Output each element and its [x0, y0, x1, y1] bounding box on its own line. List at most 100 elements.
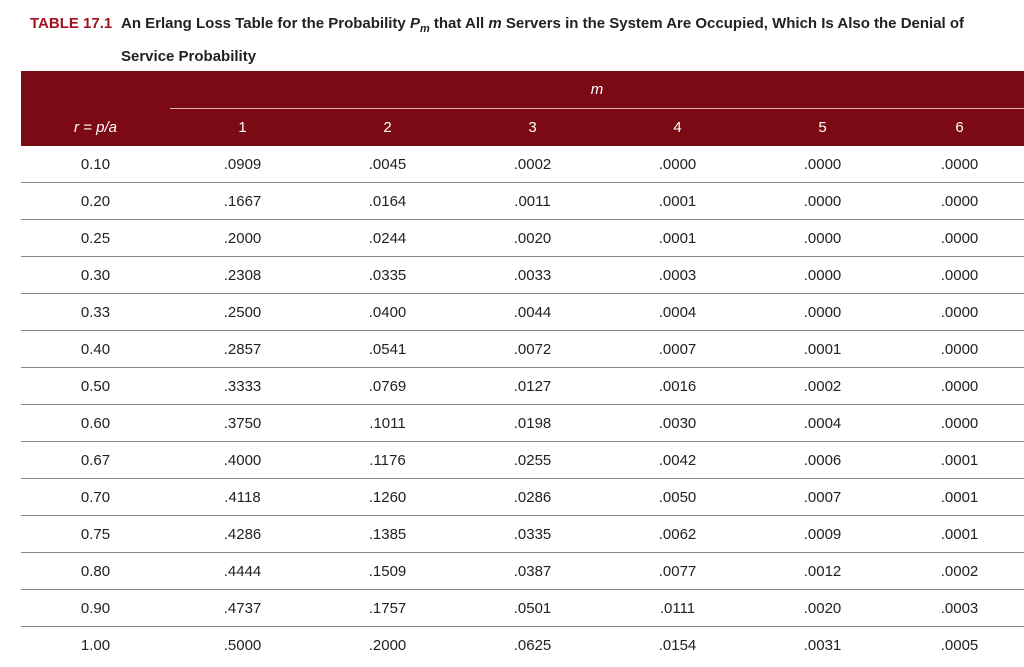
title-subscript: m	[419, 23, 430, 35]
row-header: r = p/a	[21, 108, 170, 146]
table-row: 0.20.1667.0164.0011.0001.0000.0000	[21, 182, 1024, 220]
table-cell: .0387	[460, 552, 605, 590]
table-cell: .2000	[368, 636, 407, 654]
table-cell: .0062	[605, 515, 750, 553]
group-header: m	[170, 71, 1024, 109]
table-cell: .4286	[170, 515, 315, 553]
table-cell: .1509	[315, 552, 460, 590]
row-label: 0.60	[21, 404, 170, 442]
table-row: 0.40.2857.0541.0072.0007.0001.0000	[21, 330, 1024, 368]
table-cell: .0005	[940, 636, 979, 654]
table-cell: .3333	[170, 367, 315, 405]
table-cell: .1385	[315, 515, 460, 553]
row-label: 0.80	[21, 552, 170, 590]
header-row: m	[21, 71, 1024, 109]
table-cell: .0011	[460, 182, 605, 220]
table-cell: .0002	[895, 552, 1024, 590]
table-cell: .0000	[605, 146, 750, 183]
table-cell: .0001	[895, 441, 1024, 479]
table-cell: .0244	[315, 219, 460, 257]
row-label: 1.00	[80, 636, 111, 654]
table-row: 0.10.0909.0045.0002.0000.0000.0000	[21, 146, 1024, 183]
table-cell: .0016	[605, 367, 750, 405]
table-row: 0.50.3333.0769.0127.0016.0002.0000	[21, 367, 1024, 405]
table-cell: .0000	[750, 146, 895, 183]
row-label: 0.33	[21, 293, 170, 331]
table-cell: .0004	[605, 293, 750, 331]
table-cell: .0286	[460, 478, 605, 516]
table-cell: .0127	[460, 367, 605, 405]
table-cell: .0164	[315, 182, 460, 220]
table-cell: .0002	[460, 146, 605, 183]
table-cell: .4737	[170, 589, 315, 627]
row-label: 0.90	[21, 589, 170, 627]
table-cell: .0044	[460, 293, 605, 331]
table-cell: .4444	[170, 552, 315, 590]
table-cell: .0000	[895, 404, 1024, 442]
table-cell: .0020	[750, 589, 895, 627]
table-body: 0.10.0909.0045.0002.0000.0000.0000 0.20.1…	[21, 146, 1024, 663]
table-cell: .4000	[170, 441, 315, 479]
table-row: 0.33.2500.0400.0044.0004.0000.0000	[21, 293, 1024, 331]
table-cell: .5000	[223, 636, 262, 654]
table-cell: .0000	[750, 293, 895, 331]
table-cell: .0050	[605, 478, 750, 516]
table-cell: .0001	[895, 478, 1024, 516]
title-symbol: m	[488, 15, 502, 32]
table-cell: .0400	[315, 293, 460, 331]
table-cell: .0541	[315, 330, 460, 368]
table-cell: .0000	[750, 219, 895, 257]
table-title: An Erlang Loss Table for the Probability…	[121, 10, 1020, 71]
table-cell: .3750	[170, 404, 315, 442]
table-cell: .0001	[895, 515, 1024, 553]
row-label: 0.25	[21, 219, 170, 257]
table-row: 0.60.3750.1011.0198.0030.0004.0000	[21, 404, 1024, 442]
table-row: 0.75.4286.1385.0335.0062.0009.0001	[21, 515, 1024, 553]
table-cell: .0000	[895, 330, 1024, 368]
table-cell: .0000	[750, 256, 895, 294]
table-cell: .0255	[460, 441, 605, 479]
table-cell: .0003	[605, 256, 750, 294]
table-row: 0.80.4444.1509.0387.0077.0012.0002	[21, 552, 1024, 590]
table-cell: .0020	[460, 219, 605, 257]
table-cell: .0007	[750, 478, 895, 516]
table-cell: .2308	[170, 256, 315, 294]
table-cell: .0009	[750, 515, 895, 553]
title-text: Servers in the System Are Occupied, Whic…	[121, 15, 965, 65]
table-cell: .0000	[895, 367, 1024, 405]
table-cell: .0198	[460, 404, 605, 442]
title-text: that All	[429, 15, 489, 32]
table-cell: .0000	[895, 182, 1024, 220]
table-cell: .0030	[605, 404, 750, 442]
table-cell: .1176	[315, 441, 460, 479]
table-cell: .0012	[750, 552, 895, 590]
title-text: An Erlang Loss Table for the Probability	[121, 15, 410, 32]
column-header: 5	[750, 108, 895, 146]
table-label: TABLE 17.1	[30, 15, 113, 32]
table-cell: .0335	[460, 515, 605, 553]
table-cell: .0002	[750, 367, 895, 405]
column-header: 2	[315, 108, 460, 146]
table-cell: .0007	[605, 330, 750, 368]
table-cell: .0000	[895, 293, 1024, 331]
table-cell: .2500	[170, 293, 315, 331]
table-cell: .0077	[605, 552, 750, 590]
table-row: 1.00 .5000 .2000 .0625 .0154 .0031 .0005	[21, 627, 1024, 664]
row-label: 0.75	[21, 515, 170, 553]
column-header: 6	[895, 108, 1024, 146]
table-cell: .0000	[895, 256, 1024, 294]
table-cell: .0001	[605, 219, 750, 257]
table-cell: .0033	[460, 256, 605, 294]
table-cell: .0769	[315, 367, 460, 405]
table-cell: .0042	[605, 441, 750, 479]
table-cell: .4118	[170, 478, 315, 516]
table-cell: .1011	[315, 404, 460, 442]
table-cell: .0335	[315, 256, 460, 294]
table-row: 0.30.2308.0335.0033.0003.0000.0000	[21, 256, 1024, 294]
column-header: 4	[605, 108, 750, 146]
table-cell: .0501	[460, 589, 605, 627]
table-cell: .0111	[605, 589, 750, 627]
